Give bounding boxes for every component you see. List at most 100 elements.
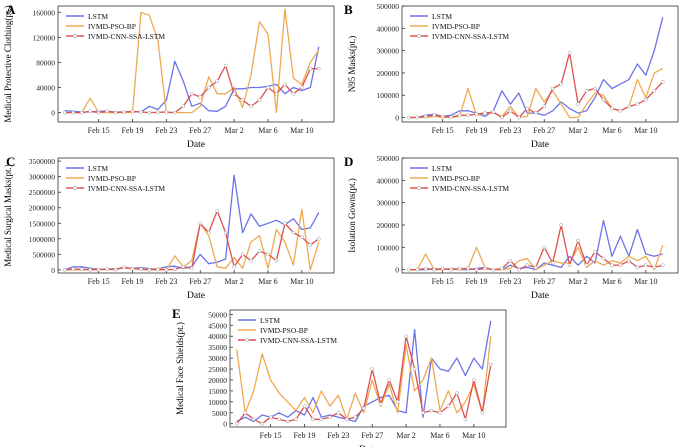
y-tick-label: 20000 <box>208 376 227 385</box>
x-tick-label: Feb 23 <box>499 126 521 135</box>
data-point <box>483 266 487 271</box>
data-point <box>164 268 169 272</box>
x-tick-label: Feb 19 <box>294 431 316 440</box>
y-tick-label: 45000 <box>208 321 227 330</box>
y-axis-label: Isolation Gowns(pt.) <box>347 178 357 253</box>
x-tick-label: Mar 6 <box>602 126 621 135</box>
data-point <box>643 263 648 268</box>
data-point <box>601 97 606 102</box>
x-tick-label: Feb 19 <box>122 126 144 135</box>
x-tick-label: Mar 6 <box>258 126 277 135</box>
x-tick-label: Feb 15 <box>432 126 454 135</box>
x-axis-label: Date <box>359 445 377 447</box>
data-point <box>234 421 239 426</box>
data-point <box>449 115 453 119</box>
data-point <box>260 421 265 426</box>
data-point <box>404 334 408 339</box>
data-point <box>147 110 152 115</box>
data-point <box>446 404 451 409</box>
data-point <box>79 110 84 115</box>
y-tick-label: 400000 <box>377 176 400 185</box>
x-tick-label: Feb 15 <box>88 126 110 135</box>
y-tick-label: 200000 <box>377 69 400 78</box>
data-point <box>652 265 657 270</box>
data-point <box>567 50 572 55</box>
data-point <box>584 263 589 268</box>
data-point <box>516 115 521 120</box>
legend-label: IVMD-CNN-SSA-LSTM <box>260 336 337 345</box>
data-point <box>488 362 493 367</box>
legend-label: IVMD-CNN-SSA-LSTM <box>432 184 509 193</box>
plot-frame <box>57 157 335 274</box>
x-tick-label: Feb 15 <box>260 431 282 440</box>
x-axis-label: Date <box>187 140 205 150</box>
data-point <box>584 88 589 93</box>
data-point <box>432 267 437 272</box>
data-point <box>316 236 321 241</box>
y-tick-label: 300000 <box>377 199 400 208</box>
legend-label: IVMD-PSO-BP <box>88 174 136 183</box>
data-point <box>240 98 245 102</box>
data-point <box>181 264 186 269</box>
y-tick-label: 3500000 <box>29 157 56 166</box>
data-point <box>593 249 597 254</box>
data-point <box>474 267 479 272</box>
data-point <box>336 410 341 415</box>
y-tick-label: 120000 <box>33 33 56 42</box>
legend-label: LSTM <box>260 316 280 325</box>
y-tick-label: 3000000 <box>29 173 56 182</box>
data-point <box>480 410 485 415</box>
panel-b: B 0 100000 200000 300000 400000 500000 Feb 15 Fe… <box>344 2 679 150</box>
x-axis-label: Date <box>531 291 549 301</box>
data-point <box>283 221 287 226</box>
y-tick-label: 15000 <box>208 387 227 396</box>
x-tick-label: Feb 19 <box>122 277 144 286</box>
data-point <box>406 267 411 272</box>
data-point <box>223 230 228 235</box>
x-tick-label: Feb 23 <box>155 126 177 135</box>
legend-label: LSTM <box>432 164 452 173</box>
data-point <box>62 110 67 115</box>
x-tick-label: Mar 10 <box>634 126 657 135</box>
data-point <box>88 109 93 114</box>
data-point <box>164 110 169 114</box>
data-point <box>610 263 614 268</box>
data-point <box>421 410 425 415</box>
data-point <box>302 404 307 409</box>
y-axis-label: Medical Surgical Masks(pt.) <box>3 164 13 267</box>
panel-d: D 0 100000 200000 300000 400000 500000 Feb 15 Fe… <box>344 154 679 301</box>
y-tick-label: 1000000 <box>29 235 56 244</box>
legend-label: LSTM <box>88 164 108 173</box>
data-point <box>232 264 236 269</box>
data-point <box>299 85 304 90</box>
x-tick-label: Mar 10 <box>290 277 313 286</box>
data-point <box>198 221 203 226</box>
data-point <box>618 263 623 268</box>
legend-label: IVMD-PSO-BP <box>432 174 480 183</box>
data-point <box>189 91 194 96</box>
x-tick-label: Mar 10 <box>462 431 485 440</box>
data-point <box>618 108 623 113</box>
data-point <box>113 110 118 115</box>
data-point <box>62 268 67 272</box>
x-tick-label: Feb 15 <box>432 277 454 286</box>
data-point <box>429 408 434 413</box>
legend-label: IVMD-CNN-SSA-LSTM <box>88 184 165 193</box>
data-point <box>189 266 194 271</box>
data-point <box>122 110 126 114</box>
data-point <box>156 267 160 272</box>
data-point <box>105 109 109 114</box>
data-point <box>319 417 324 422</box>
data-point <box>311 417 315 422</box>
x-tick-label: Feb 27 <box>189 126 211 135</box>
y-tick-label: 160000 <box>33 8 56 17</box>
data-point <box>471 378 476 382</box>
data-point <box>576 238 580 243</box>
legend-label: LSTM <box>432 12 452 21</box>
data-point <box>130 109 135 114</box>
data-point <box>423 114 428 119</box>
data-point <box>96 110 101 115</box>
data-point <box>440 266 445 271</box>
y-tick-label: 5000 <box>212 409 227 418</box>
